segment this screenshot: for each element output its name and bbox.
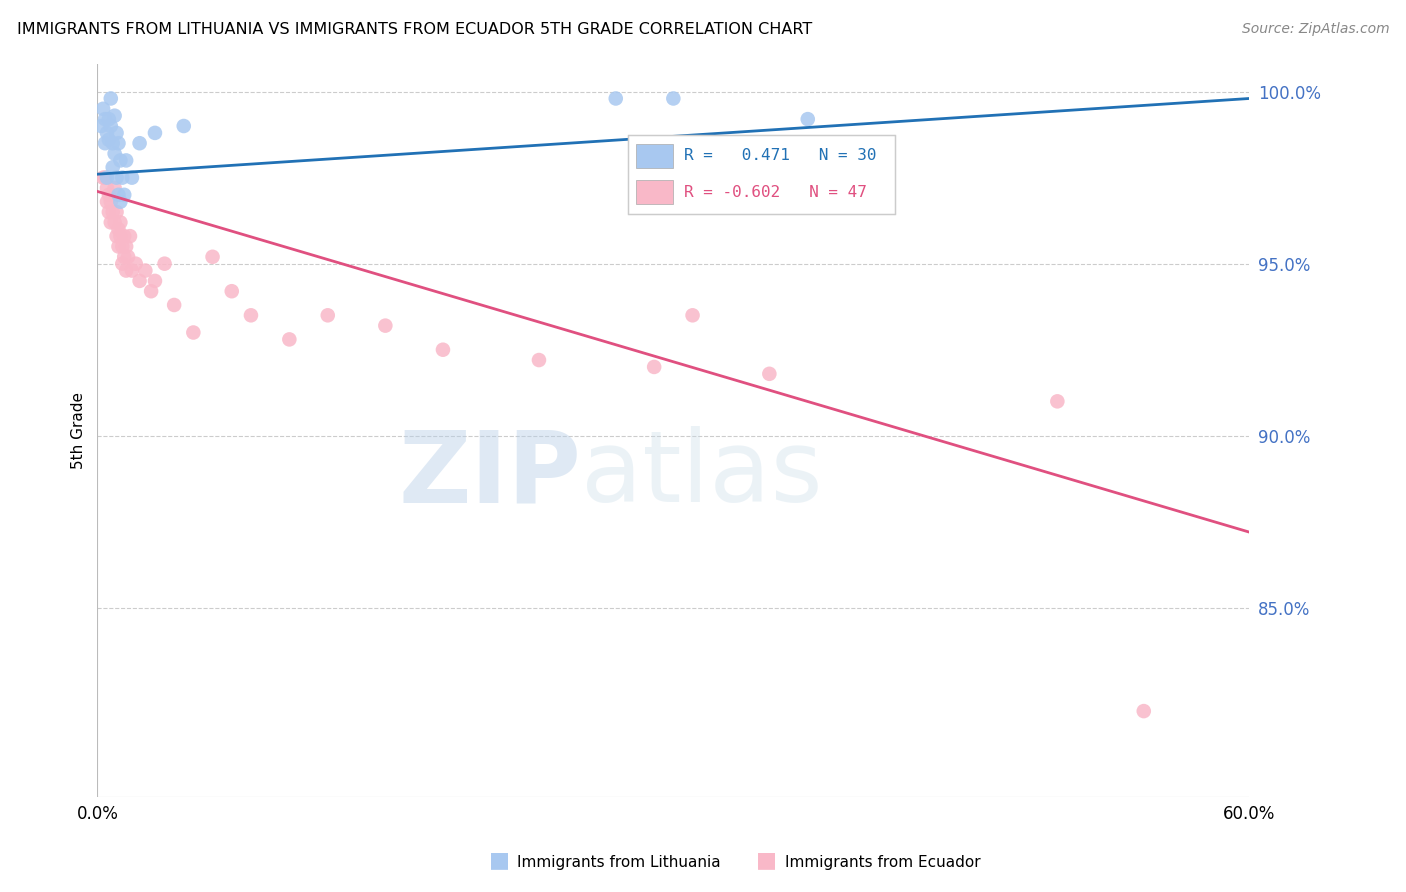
Point (104, 181, 127, 195)
Point (107, 136, 129, 151)
Point (121, 170, 143, 185)
Point (139, 284, 162, 298)
Point (110, 194, 132, 209)
Point (143, 126, 166, 140)
Point (94, 112, 117, 127)
Point (104, 146, 127, 161)
Point (110, 215, 132, 229)
Point (239, 308, 262, 322)
Point (1046, 394, 1069, 409)
Point (107, 187, 129, 202)
Point (112, 229, 135, 244)
Point (111, 239, 134, 253)
Point (115, 263, 138, 277)
Point (100, 119, 122, 133)
Point (125, 257, 148, 271)
Point (682, 308, 704, 322)
Point (100, 215, 122, 229)
Point (110, 229, 132, 244)
Text: Immigrants from Ecuador: Immigrants from Ecuador (785, 855, 980, 870)
Point (105, 229, 128, 244)
Text: Immigrants from Lithuania: Immigrants from Lithuania (517, 855, 721, 870)
Point (96, 181, 118, 195)
Point (797, 112, 820, 127)
Point (221, 284, 243, 298)
Point (143, 274, 166, 288)
Point (128, 136, 150, 151)
Point (758, 367, 780, 381)
Point (94, 170, 117, 185)
Point (117, 250, 139, 264)
Point (97, 205, 120, 219)
Point (90, 119, 112, 133)
Point (374, 318, 396, 333)
Text: Source: ZipAtlas.com: Source: ZipAtlas.com (1241, 22, 1389, 37)
Point (201, 250, 224, 264)
Text: R = -0.602   N = 47: R = -0.602 N = 47 (683, 185, 868, 200)
Y-axis label: 5th Grade: 5th Grade (72, 392, 86, 469)
Point (605, 91, 627, 105)
Point (173, 119, 195, 133)
Point (96, 170, 118, 185)
Point (110, 153, 132, 168)
Point (115, 153, 138, 168)
Point (115, 239, 138, 253)
Point (163, 298, 186, 312)
Point (107, 222, 129, 236)
Point (111, 170, 134, 185)
Point (278, 332, 301, 346)
Point (121, 263, 143, 277)
Point (432, 343, 454, 357)
Text: ■: ■ (489, 850, 509, 870)
Text: ■: ■ (756, 850, 776, 870)
Point (111, 257, 134, 271)
Point (183, 326, 205, 340)
Point (97, 112, 120, 127)
Bar (636, 180, 673, 204)
Text: IMMIGRANTS FROM LITHUANIA VS IMMIGRANTS FROM ECUADOR 5TH GRADE CORRELATION CHART: IMMIGRANTS FROM LITHUANIA VS IMMIGRANTS … (17, 22, 813, 37)
Text: atlas: atlas (581, 426, 823, 523)
Point (101, 161, 124, 175)
Point (153, 257, 176, 271)
Point (527, 353, 550, 368)
Point (96, 194, 118, 209)
Text: ZIP: ZIP (398, 426, 581, 523)
Point (105, 205, 128, 219)
Point (94, 136, 117, 151)
Point (112, 187, 135, 202)
Point (1132, 704, 1154, 718)
Point (91, 102, 114, 116)
Point (100, 194, 122, 209)
Text: R =   0.471   N = 30: R = 0.471 N = 30 (683, 148, 876, 163)
Point (104, 109, 127, 123)
Point (112, 250, 135, 264)
Point (100, 91, 122, 105)
Point (662, 91, 685, 105)
Point (128, 274, 150, 288)
Point (101, 205, 124, 219)
Point (104, 215, 127, 229)
Point (91, 170, 114, 185)
Point (316, 308, 339, 322)
Point (96, 126, 118, 140)
Point (97, 187, 120, 202)
Point (134, 263, 156, 277)
Point (97, 133, 120, 147)
Point (101, 136, 124, 151)
Point (107, 239, 129, 253)
Point (643, 359, 665, 374)
Bar (636, 144, 673, 168)
Point (105, 126, 128, 140)
Point (118, 229, 141, 244)
Point (105, 170, 128, 185)
